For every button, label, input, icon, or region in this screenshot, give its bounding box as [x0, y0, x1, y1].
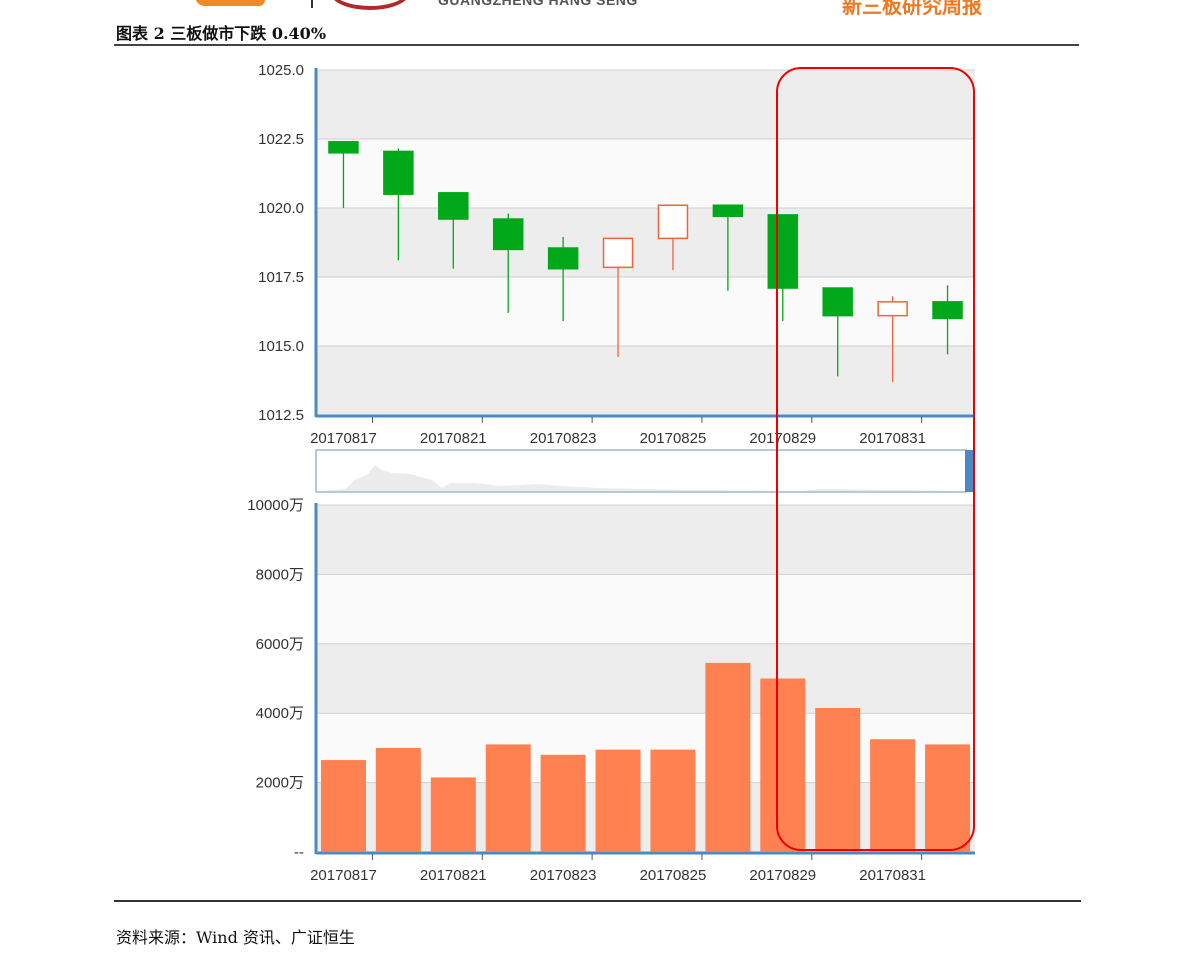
- price-y-tick-label: 1017.5: [258, 269, 304, 286]
- volume-x-tick-label: 20170829: [749, 867, 816, 884]
- logo-orange-shape: [195, 0, 265, 6]
- bottom-divider: [114, 900, 1081, 902]
- volume-x-tick-label: 20170823: [530, 867, 597, 884]
- price-grid-band: [316, 208, 975, 277]
- price-grid-band: [316, 70, 975, 139]
- volume-x-tick-label: 20170825: [640, 867, 707, 884]
- price-x-tick-label: 20170829: [749, 430, 816, 447]
- price-y-tick-label: 1015.0: [258, 338, 304, 355]
- candle-body: [383, 150, 414, 195]
- volume-bar: [815, 707, 861, 852]
- candle-body: [767, 214, 799, 289]
- price-x-tick-label: 20170823: [530, 430, 597, 447]
- candle-body: [657, 204, 689, 240]
- navigator-handle: [965, 450, 975, 492]
- candle-body: [438, 192, 469, 220]
- candle-body: [877, 301, 908, 317]
- volume-bar: [320, 760, 366, 852]
- price-grid-band: [316, 346, 975, 415]
- navigator-area: [320, 465, 960, 491]
- volume-x-tick-label: 20170817: [310, 867, 377, 884]
- candle-body: [932, 301, 963, 320]
- price-x-tick-label: 20170817: [310, 430, 377, 447]
- logo-divider: [311, 0, 313, 8]
- price-y-tick-label: 1012.5: [258, 407, 304, 424]
- price-y-tick-label: 1025.0: [258, 62, 304, 79]
- candle-body: [547, 247, 579, 270]
- candle-body: [602, 237, 634, 269]
- volume-bar: [705, 662, 751, 852]
- highlight-box: [776, 67, 975, 851]
- candle-body: [822, 287, 853, 317]
- volume-bar: [595, 749, 641, 852]
- volume-bar: [375, 747, 421, 852]
- volume-x-tick-label: 20170821: [420, 867, 487, 884]
- price-y-tick-label: 1022.5: [258, 131, 304, 148]
- price-y-tick-label: 1020.0: [258, 200, 304, 217]
- volume-grid-band: [316, 782, 975, 852]
- volume-grid-band: [316, 643, 975, 714]
- volume-bar: [760, 678, 806, 852]
- volume-y-tick-label: --: [294, 844, 304, 861]
- candle-body: [712, 204, 744, 218]
- volume-bar: [870, 739, 916, 852]
- source-note: 资料来源：Wind 资讯、广证恒生: [116, 928, 355, 947]
- price-x-tick-label: 20170831: [859, 430, 926, 447]
- brand-text: GUANGZHENG HANG SENG: [438, 0, 638, 8]
- price-x-tick-label: 20170821: [420, 430, 487, 447]
- volume-y-tick-label: 6000万: [256, 636, 304, 653]
- volume-bar: [430, 777, 476, 852]
- report-title: 新三板研究周报: [842, 0, 982, 18]
- volume-bar: [485, 744, 531, 852]
- candle-body: [492, 218, 524, 251]
- volume-grid-band: [316, 505, 975, 575]
- price-x-tick-label: 20170825: [640, 430, 707, 447]
- candle-body: [328, 141, 359, 154]
- top-divider: [114, 44, 1079, 46]
- volume-bar: [540, 754, 586, 852]
- volume-y-tick-label: 2000万: [256, 775, 304, 792]
- volume-y-tick-label: 4000万: [256, 705, 304, 722]
- volume-x-tick-label: 20170831: [859, 867, 926, 884]
- volume-bar: [925, 744, 971, 852]
- volume-bar: [650, 749, 696, 852]
- figure-caption: 图表 2 三板做市下跌 0.40%: [116, 24, 327, 43]
- volume-y-tick-label: 10000万: [247, 497, 304, 514]
- volume-y-tick-label: 8000万: [256, 566, 304, 583]
